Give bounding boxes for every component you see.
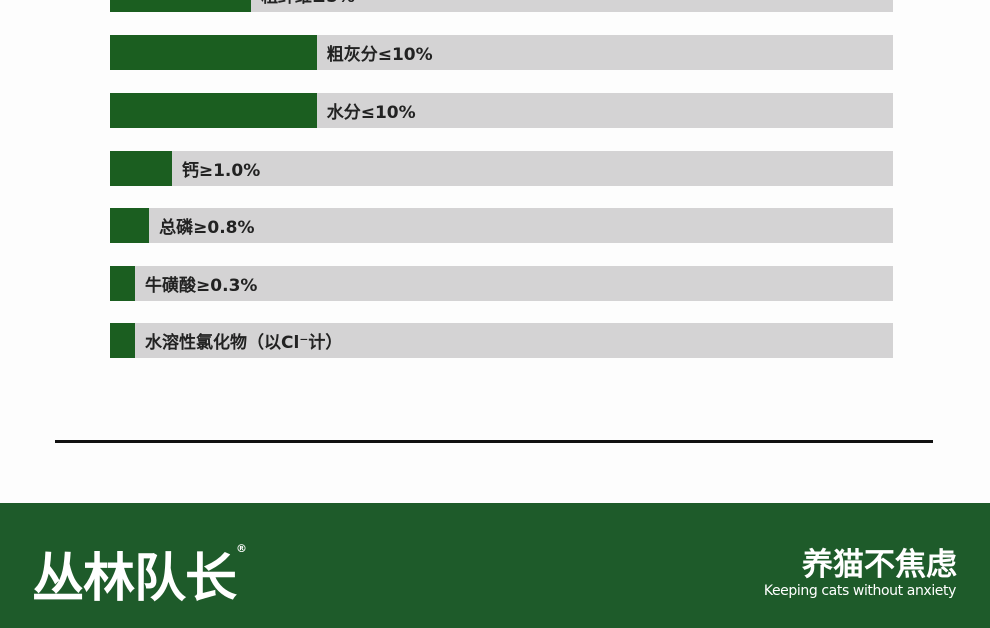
- nutrient-bar-fill: [110, 93, 317, 128]
- nutrient-bar-fill: [110, 266, 136, 301]
- nutrient-label: 钙≥1.0%: [181, 161, 261, 181]
- nutrient-bar-fill: [110, 151, 172, 186]
- nutrient-bar-fill: [110, 35, 317, 70]
- slogan-english: Keeping cats without anxiety: [763, 583, 957, 599]
- nutrient-bar: 水溶性氯化物（以Cl⁻计）: [110, 323, 893, 358]
- nutrient-bar-fill: [110, 208, 150, 243]
- nutrient-label: 粗纤维≤5%: [261, 0, 355, 7]
- nutrient-bar: 水分≤10%: [110, 93, 893, 128]
- nutrient-bar-fill: [110, 0, 251, 12]
- slogan: 养猫不焦虑: [802, 547, 957, 583]
- nutrient-label: 水溶性氯化物（以Cl⁻计）: [145, 333, 343, 353]
- registered-mark: ®: [236, 542, 247, 555]
- nutrient-label: 总磷≥0.8%: [159, 218, 255, 238]
- nutrient-label: 粗灰分≤10%: [326, 45, 433, 65]
- nutrient-label: 水分≤10%: [326, 103, 416, 123]
- nutrient-bar: 粗灰分≤10%: [110, 35, 893, 70]
- nutrient-label: 牛磺酸≥0.3%: [145, 276, 258, 296]
- nutrient-bar: 总磷≥0.8%: [110, 208, 893, 243]
- footer-banner: 丛林队长® 养猫不焦虑 Keeping cats without anxiety: [0, 503, 990, 628]
- nutrient-bar: 牛磺酸≥0.3%: [110, 266, 893, 301]
- brand-logo: 丛林队长®: [32, 536, 247, 611]
- nutrient-bar: 钙≥1.0%: [110, 151, 893, 186]
- divider: [55, 440, 933, 443]
- nutrient-bar: 粗纤维≤5%: [110, 0, 893, 12]
- brand-name: 丛林队长: [32, 549, 237, 609]
- nutrient-bar-fill: [110, 323, 136, 358]
